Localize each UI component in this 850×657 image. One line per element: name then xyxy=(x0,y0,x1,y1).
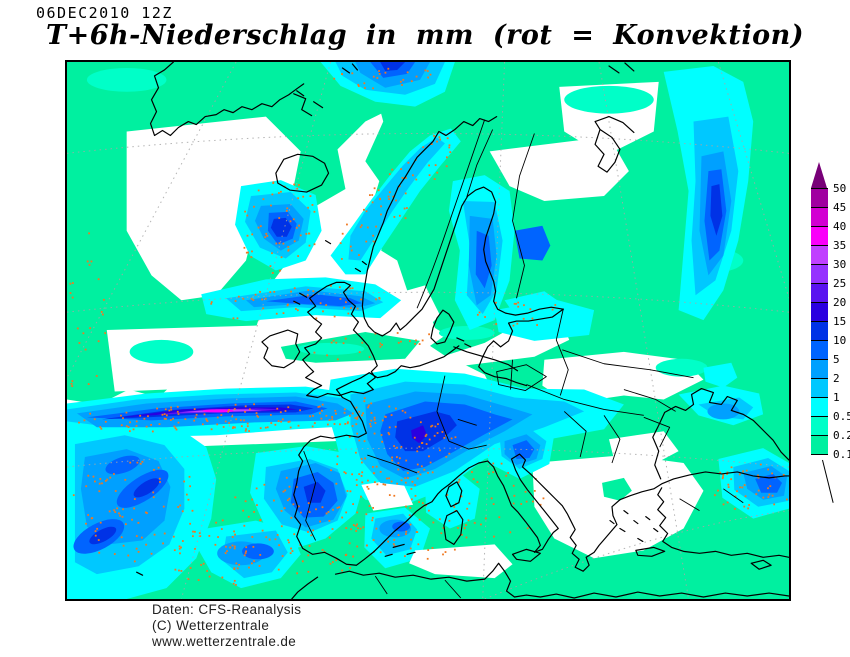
legend-color-segment xyxy=(811,302,828,321)
legend-value-label: 30 xyxy=(833,258,847,271)
legend-value-label: 2 xyxy=(833,372,840,385)
legend-color-segment xyxy=(811,340,828,359)
legend-tick xyxy=(811,283,828,284)
legend-value-label: 0.2 xyxy=(833,429,850,442)
legend-value-label: 10 xyxy=(833,334,847,347)
footer-url: www.wetterzentrale.de xyxy=(152,634,297,650)
legend-value-label: 25 xyxy=(833,277,847,290)
convection-stipple xyxy=(69,67,788,586)
country-borders xyxy=(303,119,744,599)
legend-tick xyxy=(811,378,828,379)
legend-color-segment xyxy=(811,188,828,207)
legend-color-segment xyxy=(811,397,828,416)
legend-tick xyxy=(811,397,828,398)
footer-copyright: (C) Wetterzentrale xyxy=(152,618,270,634)
legend-tick xyxy=(811,245,828,246)
legend-value-label: 20 xyxy=(833,296,847,309)
footer-data-source: Daten: CFS-Reanalysis xyxy=(152,602,302,617)
legend-color-segment xyxy=(811,435,828,454)
legend-color-segment xyxy=(811,321,828,340)
legend-value-label: 5 xyxy=(833,353,840,366)
map-frame xyxy=(65,60,791,601)
legend-color-segment xyxy=(811,245,828,264)
legend-tick xyxy=(811,359,828,360)
legend-tick xyxy=(811,226,828,227)
legend-tick xyxy=(811,302,828,303)
legend-tick xyxy=(811,264,828,265)
legend-value-label: 1 xyxy=(833,391,840,404)
legend-tick xyxy=(811,188,828,189)
coastlines xyxy=(136,62,789,599)
legend-tail-line xyxy=(822,459,834,503)
legend-value-label: 15 xyxy=(833,315,847,328)
legend-color-segment xyxy=(811,226,828,245)
dry-gaps-iberia xyxy=(361,478,513,579)
legend-tick xyxy=(811,207,828,208)
precipitation-map xyxy=(67,62,789,599)
legend-color-segment xyxy=(811,207,828,226)
run-datetime: 06DEC2010 12Z xyxy=(36,4,173,22)
precipitation-legend: 50 45 40 35 30 25 20 15 10 5 2 1 0.5 0.2 0.1 xyxy=(806,160,850,520)
legend-colorbar xyxy=(811,188,828,454)
footer-credits: Daten: CFS-Reanalysis (C) Wetterzentrale… xyxy=(152,602,301,651)
legend-value-label: 0.5 xyxy=(833,410,850,423)
legend-color-segment xyxy=(811,283,828,302)
legend-value-label: 40 xyxy=(833,220,847,233)
legend-color-segment xyxy=(811,264,828,283)
legend-value-label: 0.1 xyxy=(833,448,850,461)
legend-tick xyxy=(811,435,828,436)
legend-color-segment xyxy=(811,378,828,397)
legend-color-segment xyxy=(811,359,828,378)
page-title: T+6h-Niederschlag in mm (rot = Konvektio… xyxy=(46,20,804,51)
legend-tick xyxy=(811,321,828,322)
legend-color-segment xyxy=(811,416,828,435)
legend-arrow xyxy=(811,162,827,188)
graticule xyxy=(67,62,789,599)
legend-tick xyxy=(811,416,828,417)
legend-value-label: 50 xyxy=(833,182,847,195)
legend-value-label: 45 xyxy=(833,201,847,214)
legend-tick xyxy=(811,340,828,341)
legend-tick xyxy=(811,454,828,455)
legend-value-label: 35 xyxy=(833,239,847,252)
